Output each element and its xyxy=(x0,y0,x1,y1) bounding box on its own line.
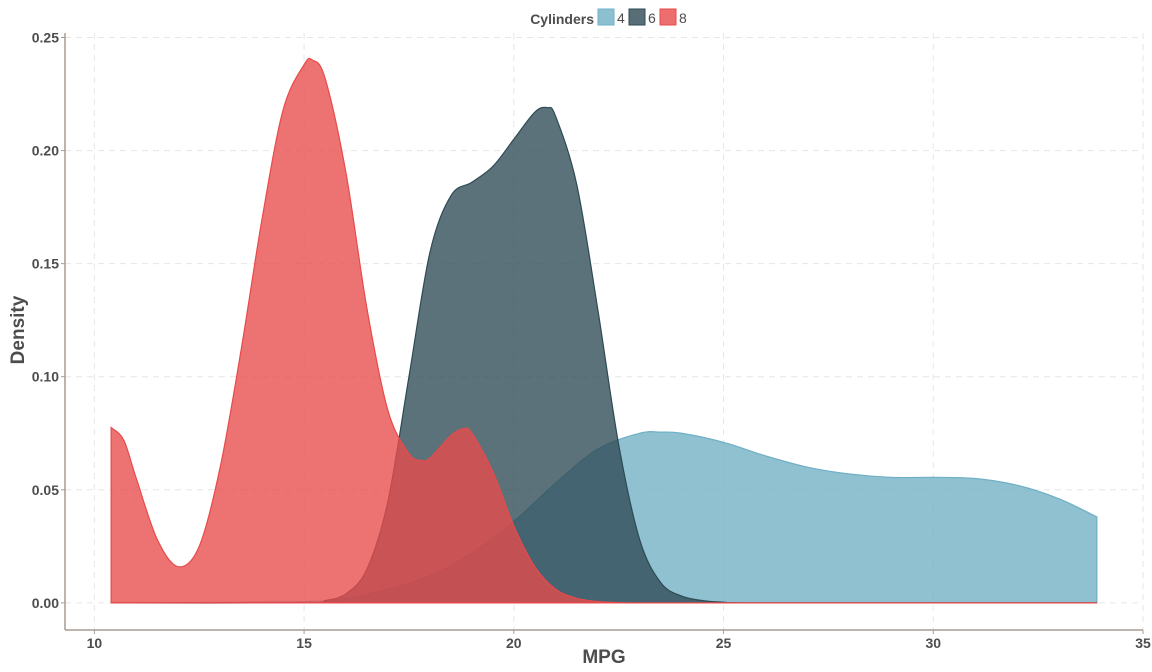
y-tick-label: 0.20 xyxy=(32,143,59,159)
axes xyxy=(64,33,1143,631)
legend-title: Cylinders xyxy=(530,11,594,27)
y-tick-label: 0.15 xyxy=(32,256,59,272)
ticks: 0.00 0.05 0.10 0.15 0.20 0.25 10 15 20 25 30 35 xyxy=(32,30,1151,651)
x-tick-label: 15 xyxy=(296,635,312,651)
x-axis-title: MPG xyxy=(582,647,625,668)
legend-label-8: 8 xyxy=(679,10,687,26)
legend-swatch-6 xyxy=(628,8,646,26)
legend: Cylinders 4 6 8 xyxy=(530,8,687,27)
legend-swatch-8 xyxy=(659,8,677,26)
legend-label-6: 6 xyxy=(648,10,656,26)
y-tick-label: 0.05 xyxy=(32,482,59,498)
x-tick-label: 25 xyxy=(716,635,732,651)
x-tick-label: 35 xyxy=(1135,635,1151,651)
y-tick-label: 0.10 xyxy=(32,369,59,385)
y-tick-label: 0.25 xyxy=(32,30,59,46)
density-area-cyl-8 xyxy=(110,57,1097,604)
y-tick-label: 0.00 xyxy=(32,595,59,611)
legend-swatch-4 xyxy=(597,8,615,26)
y-axis-title: Density xyxy=(8,295,29,364)
legend-label-4: 4 xyxy=(617,10,625,26)
x-tick-label: 30 xyxy=(925,635,941,651)
x-tick-label: 20 xyxy=(506,635,522,651)
density-areas xyxy=(110,57,1098,604)
x-tick-label: 10 xyxy=(87,635,103,651)
